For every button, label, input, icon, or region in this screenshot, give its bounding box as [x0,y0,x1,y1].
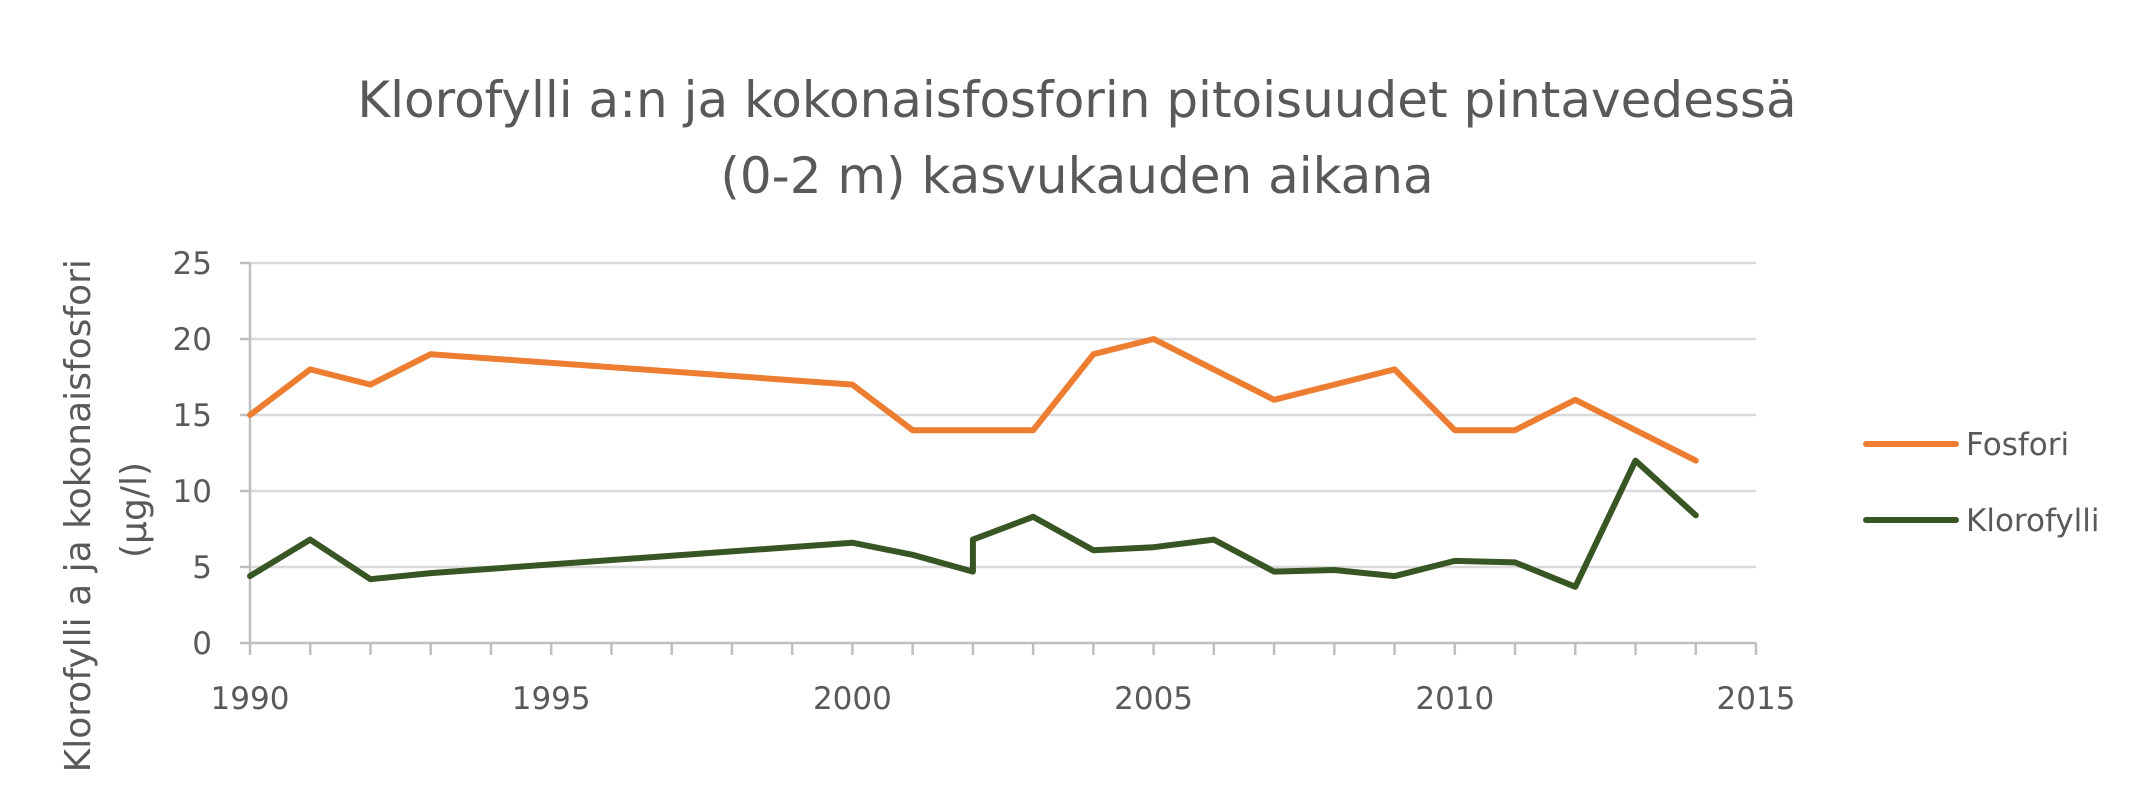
axis-titles: Klorofylli a ja kokonaisfosfori (µg/l) [58,248,155,773]
y-axis: 0 5 10 15 20 25 [173,246,252,662]
legend-label-klorofylli: Klorofylli [1966,503,2100,539]
chart-title: Klorofylli a:n ja kokonaisfosforin pitoi… [0,62,2154,214]
x-tick-label-2010: 2010 [1415,681,1494,717]
legend: Fosfori Klorofylli [1863,427,2100,539]
x-tick-label-1995: 1995 [512,681,591,717]
chart-title-line-1: Klorofylli a:n ja kokonaisfosforin pitoi… [357,71,1797,129]
x-tick-label-2000: 2000 [813,681,892,717]
y-axis-title-line-2: (µg/l) [114,462,155,558]
y-tick-label-20: 20 [173,322,212,358]
y-tick-label-10: 10 [173,474,212,510]
x-tick-label-2005: 2005 [1114,681,1193,717]
series-line-klorofylli [247,457,1699,590]
x-axis: 1990 1995 2000 2005 2010 2015 [211,641,1796,717]
legend-label-fosfori: Fosfori [1966,427,2069,463]
y-tick-label-15: 15 [173,398,212,434]
x-tick-label-2015: 2015 [1717,681,1796,717]
gridlines [250,261,1756,569]
y-axis-title: Klorofylli a ja kokonaisfosfori (µg/l) [58,248,155,773]
y-tick-label-25: 25 [173,246,212,282]
y-tick-label-0: 0 [192,626,212,662]
series-line-fosfori [247,336,1699,464]
x-tick-label-1990: 1990 [211,681,290,717]
chart-title-line-2: (0-2 m) kasvukauden aikana [720,147,1434,205]
series-layer [247,336,1699,590]
y-axis-title-line-1: Klorofylli a ja kokonaisfosfori [58,259,99,772]
y-tick-label-5: 5 [192,550,212,586]
